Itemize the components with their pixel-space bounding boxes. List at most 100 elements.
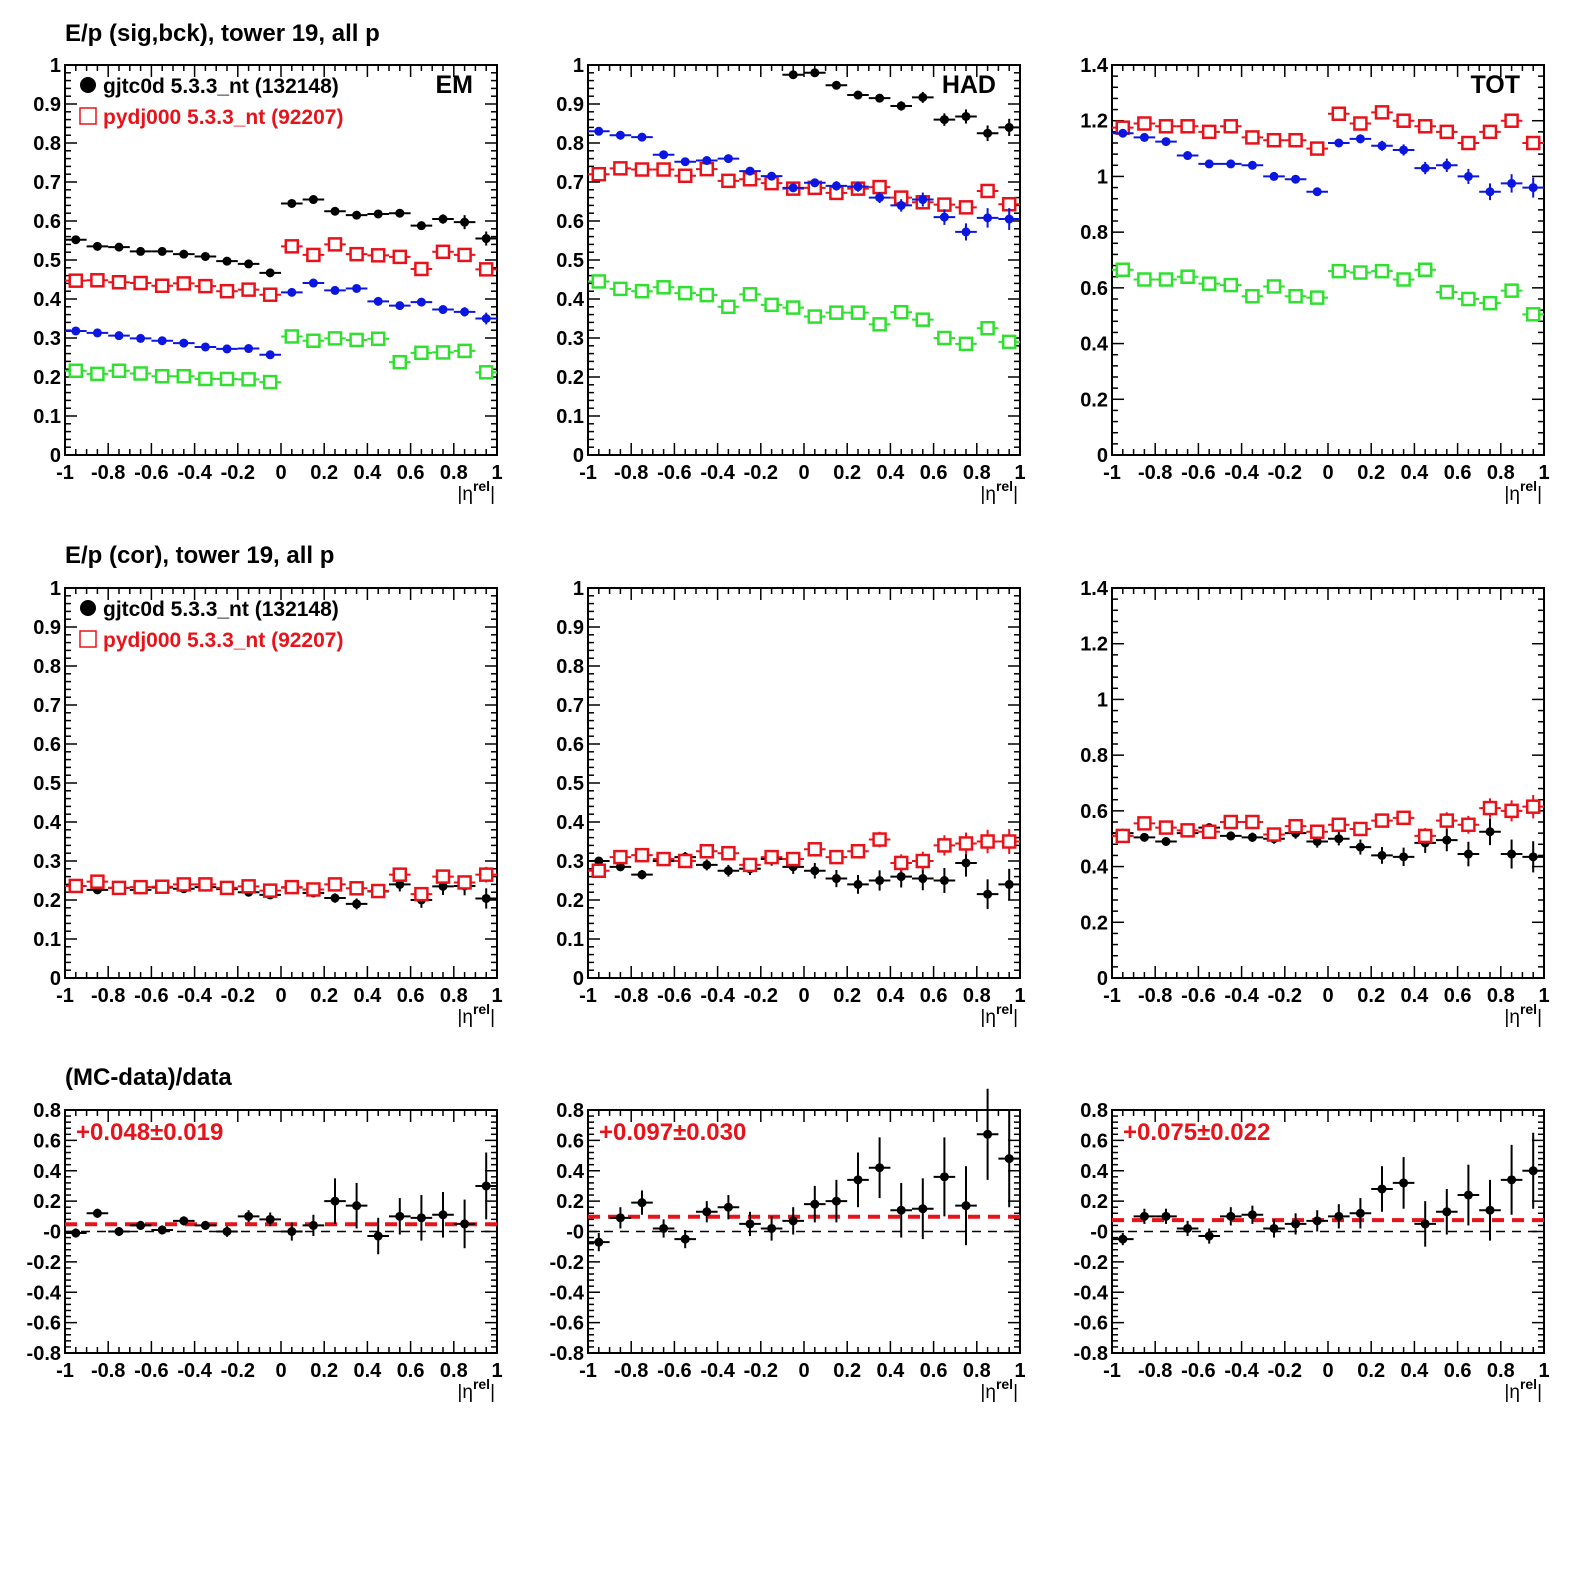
- x-tick-label: 0.4: [876, 985, 905, 1007]
- marker-filled-circle: [1139, 132, 1149, 142]
- marker-open-square: [1331, 817, 1347, 833]
- marker-open-square: [1309, 290, 1325, 305]
- x-tick-label: 0.6: [397, 462, 425, 484]
- marker-filled-circle: [918, 195, 928, 205]
- row-title-cor: E/p (cor), tower 19, all p: [65, 542, 335, 569]
- marker-open-square: [1504, 113, 1519, 128]
- marker-filled-circle: [179, 249, 189, 259]
- series-data: [65, 876, 497, 910]
- marker-open-square: [241, 372, 256, 387]
- plot-panel-cor-had: -1 -0.8 -0.6 -0.4 -0.2 0 0.2 0.4 0.6 0.8 1 0 0.1 0.2 0…: [556, 578, 1025, 1028]
- series-mc: [1112, 794, 1544, 844]
- y-tick-label: 0.2: [33, 367, 61, 389]
- marker-filled-circle: [244, 344, 254, 354]
- marker-filled-circle: [1399, 145, 1409, 155]
- legend-marker-mc: [79, 630, 97, 648]
- x-tick-label: 1: [1014, 985, 1025, 1007]
- y-tick-label: 0.4: [33, 1161, 62, 1183]
- marker-open-square: [893, 305, 909, 320]
- marker-filled-circle: [416, 297, 426, 307]
- marker-filled-circle: [308, 278, 318, 288]
- x-tick-label: -0.6: [1181, 985, 1215, 1007]
- x-tick-label: 0: [798, 985, 809, 1007]
- fit-value-label: +0.097±0.030: [599, 1119, 746, 1146]
- marker-open-square: [872, 179, 887, 195]
- marker-filled-circle: [352, 210, 362, 220]
- y-tick-label: 1.4: [1080, 55, 1109, 77]
- series-mc: [65, 237, 497, 302]
- x-tick-label: -0.2: [744, 462, 778, 484]
- series-green: [1112, 262, 1544, 322]
- marker-open-square: [634, 847, 650, 863]
- x-tick-label: -0.6: [1181, 1360, 1215, 1382]
- marker-open-square: [435, 345, 451, 360]
- y-tick-label: -0: [1090, 1222, 1108, 1244]
- x-tick-label: 0: [798, 462, 809, 484]
- marker-filled-circle: [265, 1214, 275, 1224]
- marker-open-square: [807, 842, 823, 857]
- y-tick-label: 0.2: [556, 890, 584, 912]
- marker-filled-circle: [330, 1196, 340, 1206]
- x-tick-label: 0.8: [440, 462, 468, 484]
- marker-open-square: [414, 345, 429, 361]
- marker-open-square: [1223, 119, 1239, 134]
- marker-open-square: [198, 371, 213, 387]
- x-tick-label: -0.2: [1268, 985, 1302, 1007]
- marker-filled-circle: [395, 301, 405, 311]
- x-tick-label: -0.8: [1138, 1360, 1172, 1382]
- marker-open-square: [327, 877, 343, 892]
- marker-open-square: [872, 832, 887, 847]
- plot-panel-ratio-had: -1 -0.8 -0.6 -0.4 -0.2 0 0.2 0.4 0.6 0.8 1-0.8-0.6…: [550, 1088, 1026, 1403]
- y-tick-label: 0.5: [556, 773, 584, 795]
- y-tick-label: 0.7: [556, 695, 584, 717]
- marker-open-square: [1137, 816, 1152, 831]
- y-tick-label: 0.7: [556, 172, 584, 194]
- y-tick-label: 0.4: [33, 289, 62, 311]
- marker-filled-circle: [1355, 842, 1365, 852]
- x-tick-label: -0.6: [657, 1360, 691, 1382]
- marker-filled-circle: [1204, 1231, 1214, 1241]
- x-axis-label: |ηrel|: [980, 1376, 1018, 1403]
- marker-open-square: [937, 197, 952, 212]
- y-tick-label: 0.2: [1080, 912, 1108, 934]
- y-tick-label: -0.8: [550, 1343, 584, 1365]
- x-tick-label: -0.2: [1268, 1360, 1302, 1382]
- marker-filled-circle: [918, 92, 928, 102]
- marker-filled-circle: [1442, 835, 1452, 845]
- marker-filled-circle: [1420, 163, 1430, 173]
- marker-filled-circle: [179, 1216, 189, 1226]
- marker-filled-circle: [1377, 1184, 1387, 1194]
- marker-open-square: [721, 173, 736, 189]
- y-tick-label: 0.4: [1080, 334, 1109, 356]
- marker-filled-circle: [702, 860, 712, 870]
- marker-filled-circle: [460, 217, 470, 227]
- marker-open-square: [327, 237, 343, 252]
- x-tick-label: -0.6: [1181, 462, 1215, 484]
- marker-filled-circle: [853, 1175, 863, 1185]
- panel-label: HAD: [942, 71, 996, 99]
- legend-entry: pydj000 5.3.3_nt (92207): [103, 106, 343, 129]
- marker-filled-circle: [1377, 850, 1387, 860]
- marker-filled-circle: [961, 227, 971, 237]
- marker-filled-circle: [831, 874, 841, 884]
- marker-filled-circle: [136, 246, 146, 256]
- marker-open-square: [1353, 116, 1368, 131]
- x-tick-label: -1: [56, 985, 74, 1007]
- marker-filled-circle: [1334, 1211, 1344, 1221]
- y-tick-label: 0.4: [33, 812, 62, 834]
- marker-open-square: [829, 305, 844, 320]
- marker-open-square: [1180, 269, 1195, 284]
- plot-panel-cor-tot: -1 -0.8 -0.6 -0.4 -0.2 0 0.2 0.4 0.6 0.8 1 0 0.2 0.4 0…: [1080, 578, 1549, 1028]
- marker-filled-circle: [395, 879, 405, 889]
- marker-open-square: [785, 300, 801, 315]
- marker-open-square: [68, 878, 84, 894]
- x-tick-label: 1: [1538, 462, 1549, 484]
- plot-panel-sigbck-em: -1 -0.8 -0.6 -0.4 -0.2 0 0.2 0.4 0.6 0.8 1 0 0.1 0.2 0…: [33, 55, 502, 505]
- marker-open-square: [1396, 113, 1411, 128]
- marker-filled-circle: [1463, 171, 1473, 181]
- y-tick-label: -0.6: [1074, 1313, 1108, 1335]
- x-tick-label: -0.8: [1138, 462, 1172, 484]
- marker-filled-circle: [1247, 160, 1257, 170]
- marker-filled-circle: [594, 856, 604, 866]
- series-mc: [1112, 105, 1544, 156]
